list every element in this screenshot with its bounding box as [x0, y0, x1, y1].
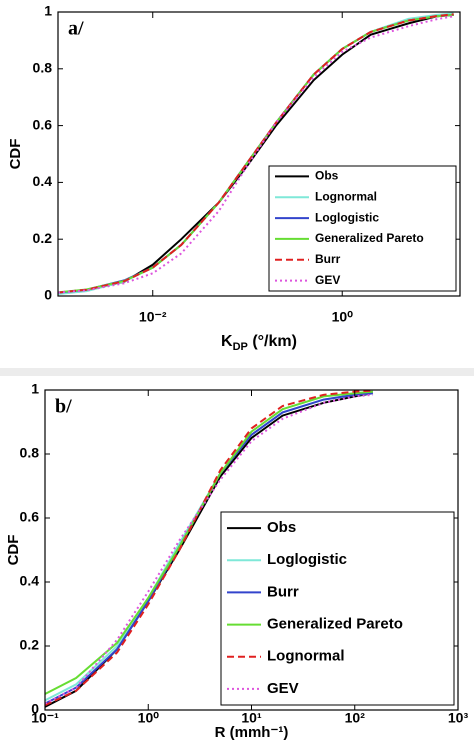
legend-label: Burr	[267, 583, 299, 600]
y-tick-label: 1	[44, 3, 52, 19]
series-line	[44, 390, 374, 695]
x-axis-label-part: K	[221, 333, 233, 350]
x-axis-label: KDP (°/km)	[221, 333, 297, 353]
x-tick-label: 10¹	[241, 710, 262, 726]
x-tick-label: 10²	[345, 710, 366, 726]
x-tick-label: 10⁻¹	[31, 710, 59, 726]
y-tick-label: 0.6	[20, 509, 40, 525]
legend-label: Lognormal	[267, 648, 345, 665]
y-tick-label: 1	[31, 381, 39, 397]
legend-box	[220, 511, 455, 706]
y-axis-label: CDF	[5, 535, 22, 566]
x-tick-label: 10⁰	[138, 710, 160, 726]
x-tick-label: 10⁰	[332, 309, 354, 325]
y-tick-label: 0.4	[20, 573, 40, 589]
panel-label: a/	[68, 18, 84, 40]
series-line	[44, 389, 373, 707]
y-tick-label: 0.2	[20, 637, 40, 653]
y-tick-label: 0.8	[33, 60, 53, 76]
panel-label: b/	[55, 396, 72, 418]
legend-label: Loglogistic	[267, 551, 347, 568]
legend-label: GEV	[267, 680, 299, 697]
y-tick-label: 0.2	[33, 230, 53, 246]
y-tick-label: 0.6	[33, 116, 53, 132]
x-axis-label: R (mmh⁻¹)	[215, 724, 289, 740]
x-axis-label-part: (°/km)	[248, 333, 297, 350]
y-tick-label: 0.8	[20, 445, 40, 461]
panel-separator	[0, 368, 474, 376]
y-tick-label: 0	[31, 701, 39, 717]
x-axis-label-part: DP	[233, 341, 248, 353]
legend-label: Generalized Pareto	[315, 231, 424, 245]
series-line	[44, 393, 374, 705]
legend-label: GEV	[315, 273, 340, 287]
legend-label: Obs	[267, 519, 296, 536]
legend-label: Obs	[315, 169, 339, 183]
x-tick-label: 10³	[448, 710, 469, 726]
legend-label: Generalized Pareto	[267, 616, 403, 633]
y-tick-label: 0	[44, 287, 52, 303]
x-tick-label: 10⁻²	[139, 309, 167, 325]
legend-label: Loglogistic	[315, 210, 379, 224]
series-line	[57, 13, 454, 294]
series-line	[57, 15, 454, 294]
legend-label: Lognormal	[315, 189, 377, 203]
legend-label: Burr	[315, 252, 341, 266]
axes-frame	[57, 11, 461, 297]
legend-box	[268, 165, 457, 292]
y-axis-label: CDF	[7, 139, 24, 170]
y-tick-label: 0.4	[33, 173, 53, 189]
